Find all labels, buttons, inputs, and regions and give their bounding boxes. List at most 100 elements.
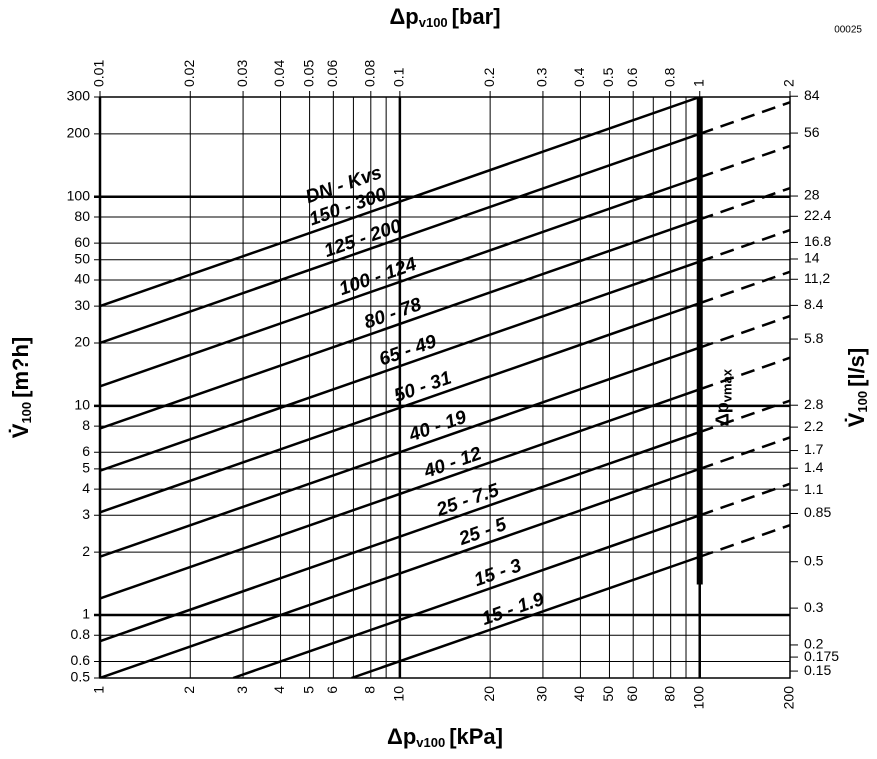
- y2-tick-label: 0.15: [804, 662, 831, 678]
- left-axis-title-subscript: 100: [19, 402, 34, 424]
- x-tick-label: 5: [300, 686, 316, 694]
- x2-tick-label: 0.1: [391, 67, 407, 87]
- flow-line-extension: [699, 399, 790, 434]
- flow-line-extension: [699, 270, 790, 305]
- y-tick-label: 10: [74, 397, 90, 413]
- x2-tick-label: 0.5: [600, 67, 616, 87]
- right-axis-title-subscript: 100: [855, 391, 870, 413]
- y-tick-label: 0.6: [71, 652, 91, 668]
- x-tick-label: 50: [600, 686, 616, 702]
- x2-tick-label: 0.6: [624, 67, 640, 87]
- y2-tick-label: 16.8: [804, 233, 831, 249]
- x2-tick-label: 1: [690, 79, 706, 87]
- x-tick-label: 200: [781, 686, 797, 710]
- y2-tick-label: 14: [804, 250, 820, 266]
- y-tick-label: 80: [74, 208, 90, 224]
- line-label: 15 - 1.9: [479, 589, 547, 630]
- x-tick-label: 80: [661, 686, 677, 702]
- line-label: 100 - 124: [336, 254, 419, 300]
- vmax-symbol: Δp: [712, 402, 732, 426]
- x2-tick-label: 2: [781, 79, 797, 87]
- flow-line-extension: [699, 314, 790, 349]
- flow-line-extension: [699, 144, 790, 179]
- x-tick-label: 1: [91, 686, 107, 694]
- y-tick-label: 4: [82, 480, 90, 496]
- y-tick-label: 20: [74, 334, 90, 350]
- flow-line-extension: [699, 482, 790, 517]
- x2-tick-label: 0.04: [271, 60, 287, 87]
- y-tick-label: 6: [82, 443, 90, 459]
- x2-tick-label: 0.08: [362, 60, 378, 87]
- flow-line-extension: [699, 228, 790, 263]
- y2-tick-label: 2.8: [804, 396, 824, 412]
- line-label: 40 - 19: [406, 407, 470, 447]
- x-tick-label: 60: [624, 686, 640, 702]
- y2-tick-label: 0.85: [804, 504, 831, 520]
- plot-frame: [99, 96, 791, 679]
- y2-tick-label: 2.2: [804, 418, 824, 434]
- line-label: 40 - 12: [421, 443, 485, 483]
- y-tick-label: 30: [74, 297, 90, 313]
- y2-tick-label: 0.3: [804, 599, 824, 615]
- bottom-axis-title-unit: [kPa]: [449, 724, 503, 749]
- y2-tick-label: 0.2: [804, 636, 824, 652]
- left-axis-title-unit: [m?h]: [8, 337, 33, 398]
- y-tick-label: 0.5: [71, 669, 91, 685]
- y-tick-label: 60: [74, 234, 90, 250]
- y-tick-label: 8: [82, 417, 90, 433]
- x2-tick-label: 0.02: [181, 60, 197, 87]
- flow-line: [100, 301, 701, 514]
- x2-tick-label: 0.03: [234, 60, 250, 87]
- x-tick-label: 30: [534, 686, 550, 702]
- y2-tick-label: 0.5: [804, 552, 824, 568]
- flow-line: [100, 260, 701, 472]
- top-axis-title-symbol: Δp: [389, 4, 418, 29]
- lines: [100, 97, 790, 678]
- flow-line: [232, 514, 701, 678]
- flow-line-extension: [699, 523, 790, 558]
- y2-tick-label: 8.4: [804, 296, 824, 312]
- x-tick-label: 100: [690, 686, 706, 710]
- bottom-axis-title-subscript: v100: [416, 735, 445, 750]
- left-axis-title: V̇100 [m?h]: [8, 337, 35, 438]
- x2-tick-label: 0.06: [324, 60, 340, 87]
- y-tick-label: 2: [82, 543, 90, 559]
- flow-line-extension: [699, 186, 790, 221]
- right-axis-title-unit: [l/s]: [844, 348, 869, 387]
- x-tick-label: 4: [271, 686, 287, 694]
- y-tick-label: 5: [82, 460, 90, 476]
- flow-line-extension: [699, 436, 790, 471]
- y2-tick-label: 1.1: [804, 481, 824, 497]
- y-tick-label: 0.8: [71, 626, 91, 642]
- x2-tick-label: 0.4: [571, 67, 587, 87]
- y-tick-label: 300: [67, 88, 91, 104]
- top-axis-title-subscript: v100: [419, 15, 448, 30]
- flow-line: [100, 176, 701, 388]
- x-tick-label: 6: [324, 686, 340, 694]
- bottom-axis-title-symbol: Δp: [387, 724, 416, 749]
- x-tick-label: 20: [481, 686, 497, 702]
- x2-tick-label: 0.01: [91, 60, 107, 87]
- y2-tick-label: 1.7: [804, 441, 824, 457]
- x-tick-label: 2: [181, 686, 197, 694]
- y2-tick-label: 0.175: [804, 648, 839, 664]
- y-tick-label: 100: [67, 187, 91, 203]
- x2-tick-label: 0.05: [300, 60, 316, 87]
- x-tick-label: 40: [571, 686, 587, 702]
- flow-line: [100, 467, 701, 678]
- y2-tick-label: 5.8: [804, 330, 824, 346]
- y-tick-label: 50: [74, 250, 90, 266]
- y-tick-label: 200: [67, 125, 91, 141]
- top-axis-title-unit: [bar]: [452, 4, 501, 29]
- flow-line: [351, 555, 701, 678]
- right-axis-title-symbol: V̇: [844, 412, 869, 427]
- figure-code: 00025: [834, 25, 862, 36]
- y-tick-label: 40: [74, 271, 90, 287]
- y-tick-label: 3: [82, 506, 90, 522]
- x-tick-label: 3: [234, 686, 250, 694]
- y2-tick-label: 56: [804, 124, 820, 140]
- x2-tick-label: 0.3: [534, 67, 550, 87]
- y2-tick-label: 22.4: [804, 207, 831, 223]
- flow-line: [100, 97, 701, 308]
